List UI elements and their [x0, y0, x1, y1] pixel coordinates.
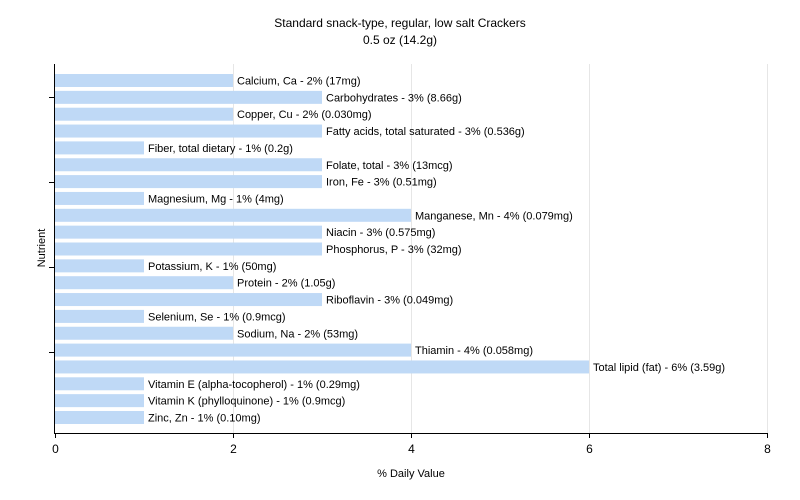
bar-label: Magnesium, Mg - 1% (4mg) [148, 193, 284, 205]
x-tick-label: 0 [52, 442, 59, 456]
bar [55, 293, 322, 307]
bar [55, 175, 322, 189]
bar-label: Protein - 2% (1.05g) [237, 278, 335, 290]
chart-subtitle: 0.5 oz (14.2g) [363, 33, 437, 47]
bar-label: Niacin - 3% (0.575mg) [326, 227, 435, 239]
bar-label: Carbohydrates - 3% (8.66g) [326, 92, 462, 104]
bar-label: Thiamin - 4% (0.058mg) [415, 345, 533, 357]
bar [55, 158, 322, 172]
bar [55, 124, 322, 138]
bar-label: Manganese, Mn - 4% (0.079mg) [415, 210, 573, 222]
y-axis-label: Nutrient [36, 229, 48, 268]
bar [55, 394, 144, 408]
bar-label: Vitamin E (alpha-tocopherol) - 1% (0.29m… [148, 379, 360, 391]
bar [55, 191, 144, 205]
x-tick-label: 6 [586, 442, 593, 456]
bar [55, 208, 411, 222]
bar-label: Calcium, Ca - 2% (17mg) [237, 76, 360, 88]
bar [55, 377, 144, 391]
bar-label: Riboflavin - 3% (0.049mg) [326, 295, 453, 307]
bar-label: Fatty acids, total saturated - 3% (0.536… [326, 126, 525, 138]
chart-title: Standard snack-type, regular, low salt C… [274, 16, 525, 30]
bar [55, 360, 589, 374]
bar-label: Phosphorus, P - 3% (32mg) [326, 244, 462, 256]
bar [55, 326, 233, 340]
bar-label: Fiber, total dietary - 1% (0.2g) [148, 143, 293, 155]
x-axis-label: % Daily Value [377, 468, 445, 480]
bar [55, 225, 322, 239]
bar [55, 141, 144, 155]
bar-label: Potassium, K - 1% (50mg) [148, 261, 276, 273]
bar-label: Zinc, Zn - 1% (0.10mg) [148, 413, 260, 425]
x-axis-ticks: 0 2 4 6 8 [52, 433, 771, 456]
bar [55, 259, 144, 273]
bar-label: Folate, total - 3% (13mcg) [326, 160, 453, 172]
bar-label: Total lipid (fat) - 6% (3.59g) [593, 362, 725, 374]
bar-label: Iron, Fe - 3% (0.51mg) [326, 177, 437, 189]
bar [55, 411, 144, 424]
bar-labels-group: Calcium, Ca - 2% (17mg) Carbohydrates - 3… [148, 76, 725, 425]
bar [55, 242, 322, 256]
bar-label: Vitamin K (phylloquinone) - 1% (0.9mcg) [148, 396, 345, 408]
x-tick-label: 8 [764, 442, 771, 456]
x-tick-label: 4 [408, 442, 415, 456]
bars-group [55, 74, 589, 424]
x-tick-label: 2 [230, 442, 237, 456]
bar-label: Selenium, Se - 1% (0.9mcg) [148, 311, 286, 323]
y-axis-ticks [49, 97, 55, 353]
bar [55, 276, 233, 290]
bar [55, 107, 233, 121]
bar-label: Sodium, Na - 2% (53mg) [237, 328, 358, 340]
bar [55, 309, 144, 323]
bar-label: Copper, Cu - 2% (0.030mg) [237, 109, 372, 121]
bar [55, 74, 233, 87]
bar [55, 90, 322, 104]
bar [55, 343, 411, 357]
